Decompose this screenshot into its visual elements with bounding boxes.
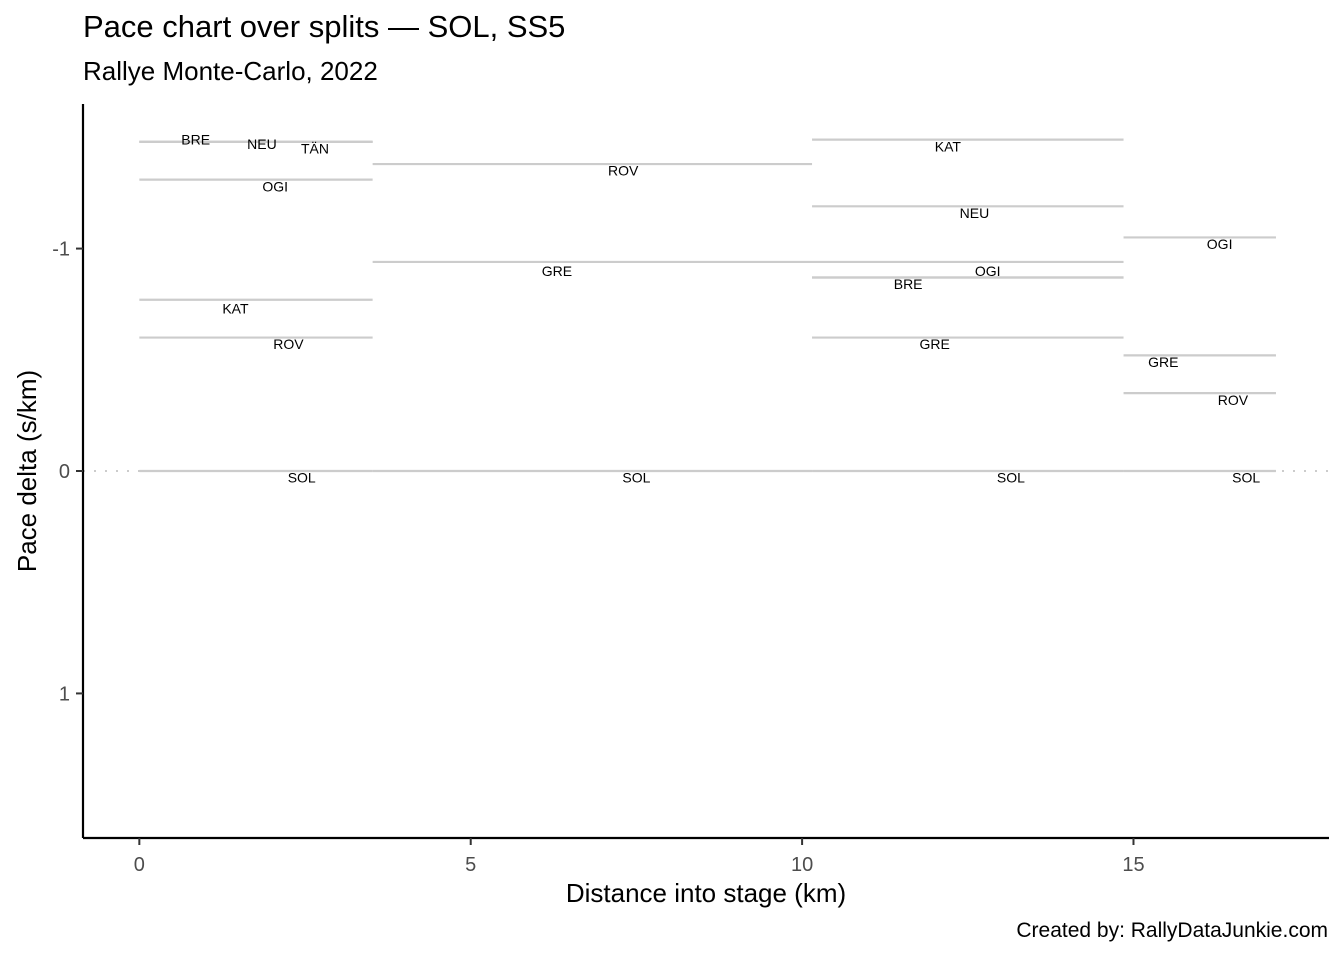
chart-title: Pace chart over splits — SOL, SS5 [83,9,566,44]
segment-label-sol: SOL [288,470,316,486]
x-tick-label: 15 [1122,854,1144,876]
segment-label-bre: BRE [894,276,923,292]
segment-label-sol: SOL [622,470,650,486]
x-axis-title: Distance into stage (km) [566,878,846,908]
y-axis-title: Pace delta (s/km) [12,370,42,572]
segment-label-sol: SOL [997,470,1025,486]
segment-label-tän: TÄN [301,140,329,156]
y-tick-label: -1 [52,239,70,261]
segment-label-bre: BRE [181,132,210,148]
x-tick-label: 0 [134,854,145,876]
segment-label-gre: GRE [919,336,949,352]
x-tick-label: 5 [465,854,476,876]
segment-label-gre: GRE [1148,354,1178,370]
y-tick-label: 0 [59,461,70,483]
chart-caption: Created by: RallyDataJunkie.com [1016,919,1328,942]
segment-label-gre: GRE [542,263,572,279]
segment-label-rov: ROV [273,336,304,352]
chart-subtitle: Rallye Monte-Carlo, 2022 [83,56,378,86]
segment-label-ogi: OGI [1207,236,1233,252]
segment-label-kat: KAT [935,138,962,154]
segment-label-kat: KAT [222,301,249,317]
segment-label-neu: NEU [960,205,990,221]
segment-label-sol: SOL [1232,470,1260,486]
segment-label-neu: NEU [247,136,277,152]
y-tick-label: 1 [59,683,70,705]
segment-label-rov: ROV [608,163,639,179]
segment-label-ogi: OGI [262,178,288,194]
segment-label-ogi: OGI [975,263,1001,279]
segment-label-rov: ROV [1218,392,1249,408]
x-tick-label: 10 [791,854,813,876]
